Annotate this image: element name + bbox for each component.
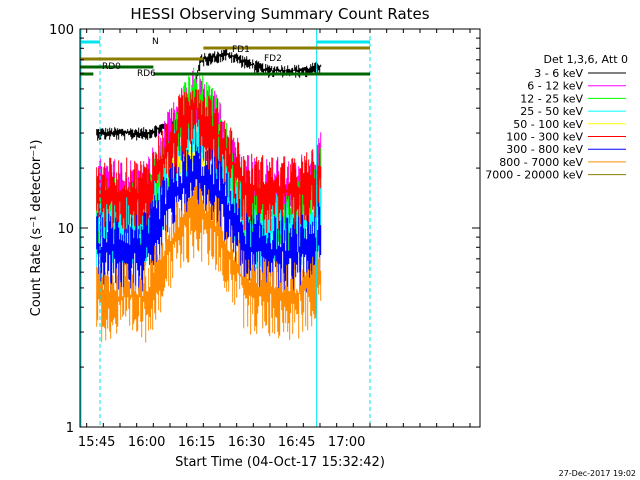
y-tick-label-2: 100 <box>49 23 74 38</box>
annotation-label-fd1: FD1 <box>232 45 250 55</box>
legend-label-0: 3 - 6 keV <box>534 67 583 80</box>
series-trace-6 <box>96 140 322 297</box>
y-tick-label-1: 10 <box>57 222 74 237</box>
x-tick-label-4: 16:45 <box>278 435 315 450</box>
series-trace-7 <box>96 179 322 343</box>
annotation-label-rd6: RD6 <box>137 69 156 79</box>
axis-layer: 15:45 16:00 16:15 16:30 16:45 17:00 1 10 100 <box>49 23 480 450</box>
annotation-label-rd0: RD0 <box>102 62 121 72</box>
legend-label-4: 50 - 100 keV <box>513 118 583 131</box>
x-tick-label-3: 16:30 <box>228 435 265 450</box>
legend-label-8: 7000 - 20000 keV <box>485 169 583 182</box>
legend-label-6: 300 - 800 keV <box>506 143 583 156</box>
legend-label-1: 6 - 12 keV <box>527 80 583 93</box>
chart-title: HESSI Observing Summary Count Rates <box>130 5 429 23</box>
legend-label-3: 25 - 50 keV <box>520 105 583 118</box>
footer-timestamp: 27-Dec-2017 19:02 <box>559 469 636 478</box>
x-tick-label-1: 16:00 <box>128 435 165 450</box>
legend-label-2: 12 - 25 keV <box>520 92 583 105</box>
legend-label-7: 800 - 7000 keV <box>499 156 583 169</box>
x-axis-title: Start Time (04-Oct-17 15:32:42) <box>175 455 385 470</box>
x-tick-label-5: 17:00 <box>328 435 365 450</box>
annotation-label-fd2: FD2 <box>264 54 282 64</box>
y-tick-label-0: 1 <box>66 421 74 436</box>
x-tick-label-2: 16:15 <box>178 435 215 450</box>
legend-header: Det 1,3,6, Att 0 <box>544 53 628 66</box>
y-axis-title: Count Rate (s⁻¹ detector⁻¹) <box>29 140 44 317</box>
legend-label-5: 100 - 300 keV <box>506 131 583 144</box>
series-trace-5 <box>96 88 322 240</box>
x-tick-label-0: 15:45 <box>78 435 115 450</box>
annotation-label-n: N <box>152 37 159 47</box>
plot-data-layer <box>96 49 322 343</box>
